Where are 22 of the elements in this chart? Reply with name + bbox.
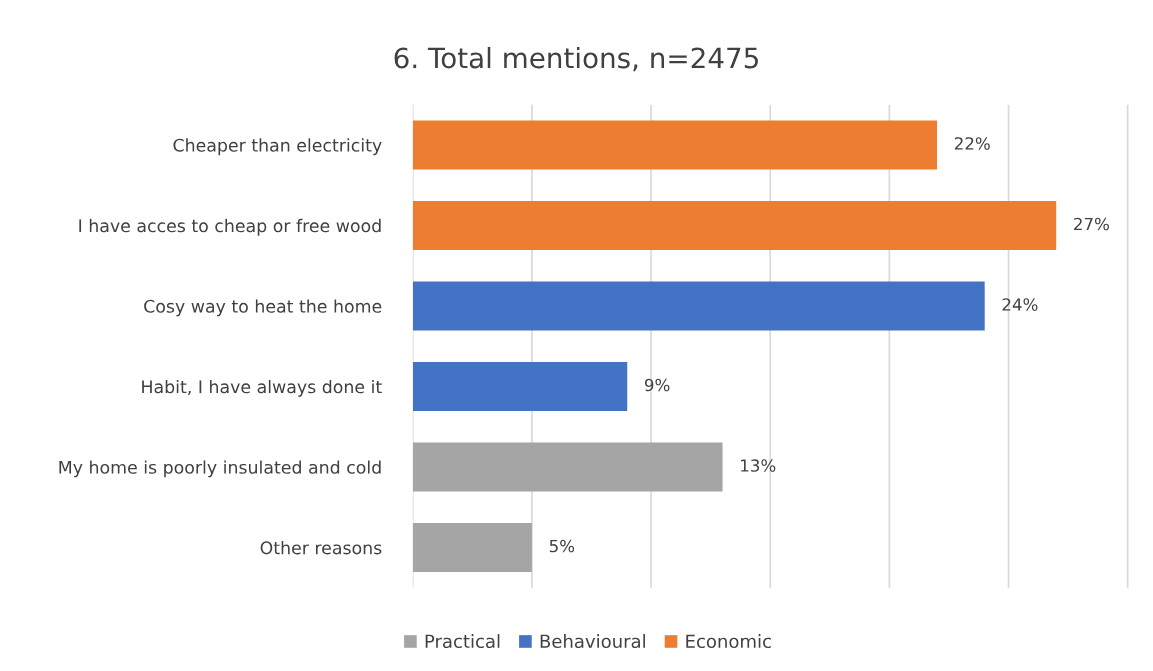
data-label: 24% [1002,298,1038,311]
data-label: 27% [1074,217,1109,231]
y-tick-label: Habit, I have always done it [142,379,382,397]
y-tick-label: Cosy way to heat the home [144,299,382,317]
bar [412,120,938,170]
data-label: 5% [549,539,575,553]
bar [412,281,985,331]
data-label: 9% [644,378,670,392]
data-label: 13% [741,459,776,472]
bar [412,200,1057,251]
legend-label: Practical [425,634,500,649]
legend-label: Behavioural [540,634,645,649]
bar [412,442,723,492]
legend-label: Economic [686,634,771,649]
y-tick-label: My home is poorly insulated and cold [59,460,381,478]
y-tick-label: Other reasons [260,540,382,555]
y-tick-label: Cheaper than electricity [173,138,382,156]
bar [412,522,532,573]
bar [412,361,628,412]
y-tick-label: I have acces to cheap or free wood [79,218,381,236]
chart-title: 6. Total mentions, n=2475 [394,46,758,72]
data-label: 22% [954,137,990,150]
